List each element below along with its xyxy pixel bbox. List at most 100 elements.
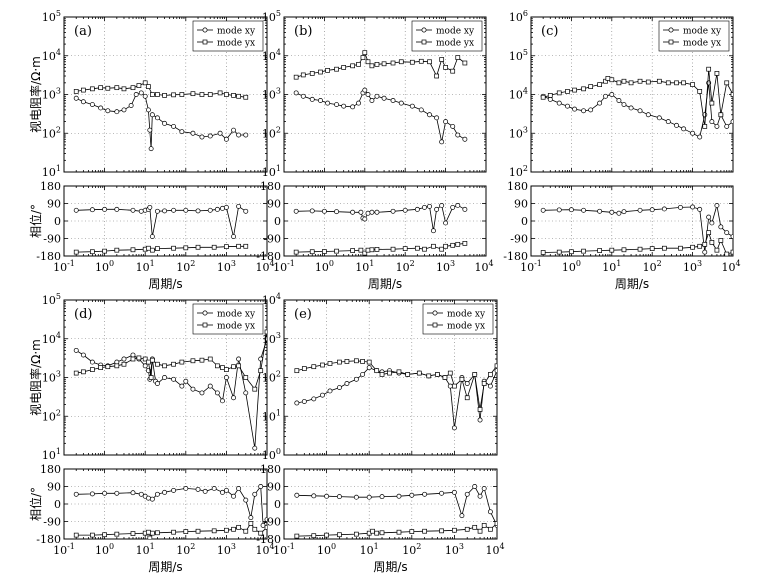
rho-y-tick-label: 102: [262, 370, 281, 385]
phase-yx-point: [130, 247, 136, 253]
rho-y-tick-label: 103: [509, 125, 528, 140]
phase-xy-series: [294, 484, 497, 528]
legend-box: [411, 20, 483, 52]
phase-yx-point: [171, 245, 176, 251]
phase-xy-series: [73, 203, 249, 240]
phase-yx-point: [358, 247, 364, 253]
rho-yx-point: [236, 363, 241, 369]
phase-xy-point: [455, 202, 461, 208]
rho-xy-point: [344, 381, 350, 386]
rho-yx-point: [311, 364, 317, 370]
rho-yx-point: [369, 63, 375, 69]
phase-y-tick-label: 90: [47, 481, 61, 494]
rho-yx-point: [472, 372, 478, 377]
rho-yx-point: [190, 358, 196, 364]
rho-yx-point: [616, 80, 622, 86]
rho-yx-point: [207, 92, 213, 97]
rho-yx-point: [540, 94, 546, 100]
rho-yx-point: [294, 368, 300, 374]
phase-xy-point: [481, 485, 487, 491]
phase-xy-point: [311, 493, 317, 499]
phase-yx-point: [294, 533, 300, 539]
phase-yx-point: [718, 238, 724, 243]
rho-yx-point: [220, 365, 225, 370]
rho-yx-point: [142, 356, 148, 362]
legend-circle-marker: [668, 27, 674, 33]
phase-y-tick-label: 0: [54, 498, 61, 511]
phase-xy-point: [451, 489, 457, 495]
phase-yx-point: [472, 524, 478, 530]
phase-xy-point: [336, 494, 342, 500]
phase-yx-point: [402, 246, 408, 251]
phase-yx-point: [450, 242, 456, 248]
legend-square-marker: [202, 39, 208, 45]
rho-y-tick-label: 102: [42, 408, 61, 423]
rho-yx-point: [665, 80, 671, 86]
phase-yx-point: [195, 528, 201, 534]
rho-xy-point: [369, 98, 375, 103]
rho-yx-point: [105, 85, 111, 91]
rho-xy-point: [294, 400, 300, 406]
legend-square-marker: [668, 39, 674, 45]
rho-xy-point: [616, 98, 622, 103]
phase-yx-point: [706, 230, 712, 236]
rho-xy-point: [231, 395, 236, 401]
rho-yx-point: [98, 85, 104, 91]
phase-xy-point: [214, 206, 220, 212]
rho-yx-series: [294, 358, 497, 412]
phase-yx-point: [350, 248, 355, 253]
rho-xy-point: [98, 105, 104, 111]
rho-xy-point: [236, 132, 242, 138]
phase-yx-point: [236, 243, 241, 249]
legend-entry: mode yx: [683, 39, 721, 49]
phase-yx-point: [678, 245, 683, 251]
rho-yx-point: [207, 356, 213, 362]
phase-yx-point: [690, 244, 695, 250]
rho-xy-point: [628, 105, 634, 111]
phase-xy-point: [702, 249, 708, 255]
phase-yx-point: [439, 528, 444, 534]
phase-xy-point: [334, 209, 340, 215]
phase-xy-point: [597, 208, 603, 214]
rho-y-tick-label: 102: [42, 125, 61, 140]
x-tick-label: 104: [485, 542, 504, 557]
rho-xy-line: [296, 367, 497, 428]
rho-xy-point: [455, 132, 461, 138]
phase-xy-point: [89, 207, 95, 213]
x-tick-label: 103: [217, 542, 236, 557]
phase-xy-point: [690, 204, 696, 210]
rho-xy-point: [138, 90, 144, 96]
rho-yx-point: [215, 363, 220, 369]
phase-xy-point: [430, 228, 436, 234]
phase-xy-point: [220, 205, 225, 211]
phase-xy-point: [293, 208, 299, 214]
rho-yx-point: [621, 78, 627, 84]
x-tick-label: 100: [562, 259, 581, 274]
rho-xy-point: [179, 383, 185, 389]
rho-xy-point: [320, 392, 325, 398]
rho-yx-point: [681, 80, 686, 86]
phase-yx-point: [334, 248, 339, 254]
x-tick-label: 103: [436, 259, 455, 274]
rho-xy-point: [451, 425, 457, 431]
phase-xy-point: [89, 491, 95, 497]
legend-entry: mode xy: [217, 27, 256, 37]
rho-yx-series: [540, 66, 733, 129]
phase-xy-point: [171, 207, 177, 213]
rho-yx-point: [435, 372, 440, 377]
rho-xy-point: [709, 119, 715, 125]
phase-xy-point: [459, 513, 465, 519]
x-tick-label: 104: [474, 259, 493, 274]
phase-yx-point: [462, 241, 468, 246]
rho-xy-point: [80, 99, 86, 105]
rho-yx-point: [73, 370, 79, 376]
phase-xy-point: [202, 488, 208, 494]
phase-xy-point: [714, 202, 720, 208]
rho-yx-point: [442, 375, 448, 380]
phase-xy-point: [353, 494, 359, 500]
rho-yx-point: [327, 361, 333, 366]
x-tick-label: 101: [136, 542, 155, 557]
